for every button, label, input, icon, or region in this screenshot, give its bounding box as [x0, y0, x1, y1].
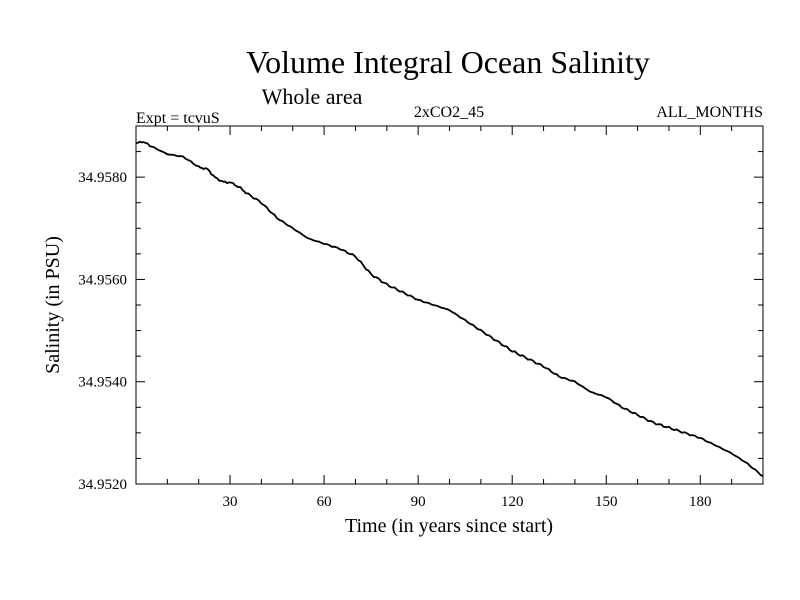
y-tick-labels: 34.9520 34.9540 34.9560 34.9580 [78, 170, 127, 493]
chart-title: Volume Integral Ocean Salinity [246, 44, 650, 80]
plot-frame [135, 125, 764, 485]
x-tick-label: 90 [411, 494, 426, 510]
y-tick-label: 34.9520 [78, 477, 127, 493]
x-tick-label: 30 [223, 494, 238, 510]
axis-ticks [136, 126, 763, 484]
x-tick-label: 180 [689, 494, 712, 510]
x-tick-label: 60 [317, 494, 332, 510]
y-axis-label: Salinity (in PSU) [42, 236, 64, 374]
salinity-series-line [135, 140, 764, 478]
months-label: ALL_MONTHS [656, 104, 763, 121]
y-tick-label: 34.9580 [78, 170, 127, 186]
chart-subtitle: Whole area [262, 84, 363, 109]
y-tick-label: 34.9540 [78, 375, 127, 391]
y-tick-label: 34.9560 [78, 272, 127, 288]
scenario-label: 2xCO2_45 [414, 104, 484, 121]
x-axis-label: Time (in years since start) [345, 515, 553, 537]
x-tick-labels: 30 60 90 120 150 180 [223, 494, 712, 510]
x-tick-label: 150 [595, 494, 618, 510]
experiment-label: Expt = tcvuS [136, 110, 220, 127]
x-tick-label: 120 [501, 494, 524, 510]
